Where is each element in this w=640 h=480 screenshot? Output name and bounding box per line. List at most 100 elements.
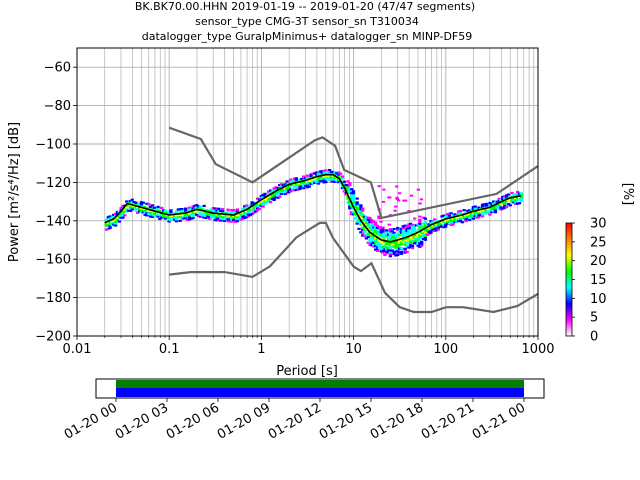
psd-cell bbox=[421, 235, 426, 239]
psd-cell bbox=[307, 185, 311, 188]
psd-cell bbox=[239, 218, 243, 221]
psd-cell bbox=[353, 217, 357, 220]
psd-cell bbox=[241, 217, 245, 220]
psd-cell bbox=[272, 189, 276, 192]
psd-cell bbox=[512, 193, 516, 196]
colorbar-gradient bbox=[565, 222, 573, 337]
psd-cell bbox=[458, 215, 463, 219]
psd-cell bbox=[396, 253, 400, 257]
psd-cell bbox=[381, 251, 385, 254]
psd-cell bbox=[261, 205, 265, 208]
psd-cell bbox=[263, 200, 267, 203]
psd-cell bbox=[403, 238, 407, 241]
psd-cell bbox=[359, 208, 363, 211]
psd-cell bbox=[202, 214, 206, 217]
psd-cell bbox=[497, 203, 501, 206]
psd-cell bbox=[418, 245, 422, 248]
psd-cell bbox=[484, 204, 488, 207]
psd-cell bbox=[272, 187, 276, 190]
timeline-coverage-bottom bbox=[116, 388, 524, 397]
psd-cell bbox=[145, 202, 149, 205]
psd-cell bbox=[294, 177, 298, 180]
psd-cell bbox=[495, 200, 499, 203]
psd-cell bbox=[373, 227, 378, 230]
psd-cell bbox=[213, 213, 217, 216]
psd-cell bbox=[263, 192, 267, 195]
psd-cell bbox=[272, 195, 276, 198]
psd-cell bbox=[390, 241, 394, 245]
psd-cell bbox=[351, 211, 356, 214]
psd-cell bbox=[348, 195, 352, 198]
psd-cell bbox=[243, 207, 247, 210]
psd-cell bbox=[195, 209, 199, 213]
psd-cell bbox=[289, 188, 293, 191]
psd-cell bbox=[331, 176, 335, 179]
psd-cell bbox=[287, 187, 291, 190]
psd-cell bbox=[241, 211, 245, 215]
psd-cell bbox=[403, 239, 407, 243]
psd-cell bbox=[410, 225, 415, 229]
psd-cell bbox=[128, 205, 133, 209]
psd-cell bbox=[361, 234, 365, 237]
psd-cell bbox=[456, 218, 461, 221]
psd-cell bbox=[407, 231, 411, 234]
psd-cell bbox=[377, 217, 381, 220]
psd-cell bbox=[418, 220, 422, 223]
psd-cell bbox=[368, 220, 372, 224]
psd-cell bbox=[480, 209, 485, 212]
psd-cell bbox=[185, 212, 190, 216]
psd-cell bbox=[272, 193, 276, 196]
psd-cell bbox=[298, 187, 302, 191]
psd-cell bbox=[243, 212, 247, 216]
psd-cell bbox=[479, 209, 483, 213]
psd-cell bbox=[189, 213, 193, 216]
psd-cell bbox=[322, 181, 326, 184]
psd-cell bbox=[196, 215, 201, 218]
psd-cell bbox=[405, 250, 409, 254]
psd-cell bbox=[346, 189, 350, 192]
psd-cell bbox=[392, 245, 396, 248]
psd-cell bbox=[451, 213, 455, 216]
psd-cell bbox=[394, 237, 398, 240]
psd-cell bbox=[206, 213, 210, 216]
psd-cell bbox=[121, 216, 125, 219]
psd-cell bbox=[215, 215, 219, 218]
psd-cell bbox=[488, 213, 492, 216]
x-tick-label: 0.01 bbox=[63, 342, 92, 357]
psd-cell bbox=[416, 238, 420, 241]
colorbar-tick-label: 25 bbox=[590, 235, 607, 250]
psd-cell bbox=[473, 207, 477, 210]
psd-cell bbox=[392, 252, 396, 256]
psd-cell bbox=[407, 225, 411, 228]
psd-cell bbox=[397, 234, 402, 237]
psd-cell bbox=[250, 212, 254, 216]
psd-cell bbox=[409, 226, 413, 229]
psd-cell bbox=[139, 201, 144, 204]
psd-cell bbox=[145, 214, 149, 217]
psd-cell bbox=[337, 179, 341, 182]
psd-cell bbox=[453, 219, 457, 222]
psd-cell bbox=[191, 207, 195, 210]
title-line-1: BK.BK70.00.HHN 2019-01-19 -- 2019-01-20 … bbox=[135, 0, 475, 13]
psd-cell bbox=[468, 214, 472, 218]
psd-cell bbox=[217, 219, 221, 222]
psd-cell bbox=[418, 222, 422, 225]
psd-cell bbox=[403, 251, 407, 254]
psd-cell bbox=[359, 215, 363, 218]
psd-cell bbox=[355, 197, 359, 200]
psd-cell bbox=[255, 205, 260, 208]
psd-cell bbox=[302, 187, 306, 190]
psd-cell bbox=[147, 207, 151, 210]
psd-cell bbox=[268, 201, 273, 204]
psd-cell bbox=[357, 212, 361, 215]
psd-cell bbox=[394, 235, 398, 238]
psd-cell bbox=[294, 188, 298, 191]
psd-cell bbox=[250, 207, 254, 210]
psd-cell bbox=[405, 237, 409, 240]
psd-cell bbox=[128, 202, 133, 205]
psd-cell bbox=[359, 210, 363, 213]
psd-cell bbox=[382, 188, 386, 191]
psd-cell bbox=[397, 230, 402, 233]
psd-cell bbox=[418, 236, 422, 239]
